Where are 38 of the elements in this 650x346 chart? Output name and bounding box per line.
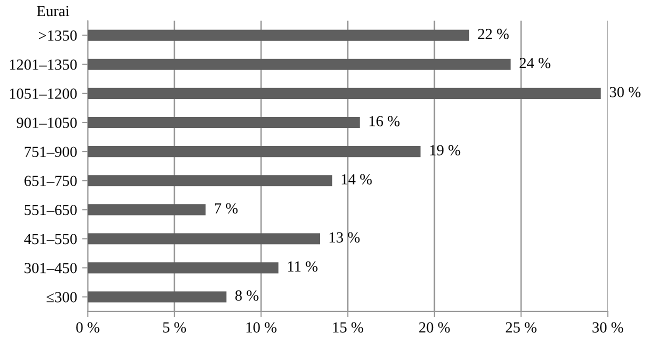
data-label: 8 % — [235, 290, 258, 301]
y-tick-label: >1350 — [38, 30, 77, 41]
x-tick-label: 15 % — [333, 322, 364, 333]
y-tick-label: 651–750 — [24, 176, 77, 186]
x-tick-label: 20 % — [419, 322, 450, 333]
data-label: 30 % — [610, 86, 640, 98]
bar — [88, 291, 226, 302]
bar — [88, 204, 206, 216]
data-label: 14 % — [342, 174, 372, 184]
data-label: 19 % — [430, 145, 460, 156]
x-tick-label: 5 % — [163, 322, 186, 333]
data-label: 13 % — [330, 232, 360, 243]
y-axis-title: Eurai — [36, 6, 70, 16]
bar — [88, 88, 601, 99]
data-label: 24 % — [520, 58, 550, 68]
y-tick-label: ≤300 — [46, 292, 77, 302]
bar — [88, 233, 320, 244]
bar — [88, 262, 278, 274]
data-label: 16 % — [370, 116, 400, 126]
y-tick-label: 551–650 — [24, 204, 77, 216]
data-label: 11 % — [288, 261, 318, 272]
x-tick-label: 10 % — [246, 322, 276, 333]
x-tick-label: 0 % — [76, 322, 100, 333]
bar — [88, 116, 360, 128]
y-tick-label: 1051–1200 — [10, 88, 77, 99]
bar — [88, 146, 421, 158]
bar — [88, 175, 332, 186]
bar — [88, 58, 511, 70]
y-tick-label: 451–550 — [24, 234, 77, 244]
y-tick-label: 1201–1350 — [10, 59, 77, 70]
x-tick-label: 25 % — [506, 322, 536, 333]
y-tick-label: 301–450 — [24, 262, 77, 274]
data-label: 22 % — [478, 28, 509, 40]
data-label: 7 % — [214, 203, 238, 214]
y-tick-label: 901–1050 — [16, 118, 77, 128]
y-tick-label: 751–900 — [24, 146, 77, 157]
x-tick-label: 30 % — [592, 322, 624, 333]
bar — [88, 30, 470, 41]
